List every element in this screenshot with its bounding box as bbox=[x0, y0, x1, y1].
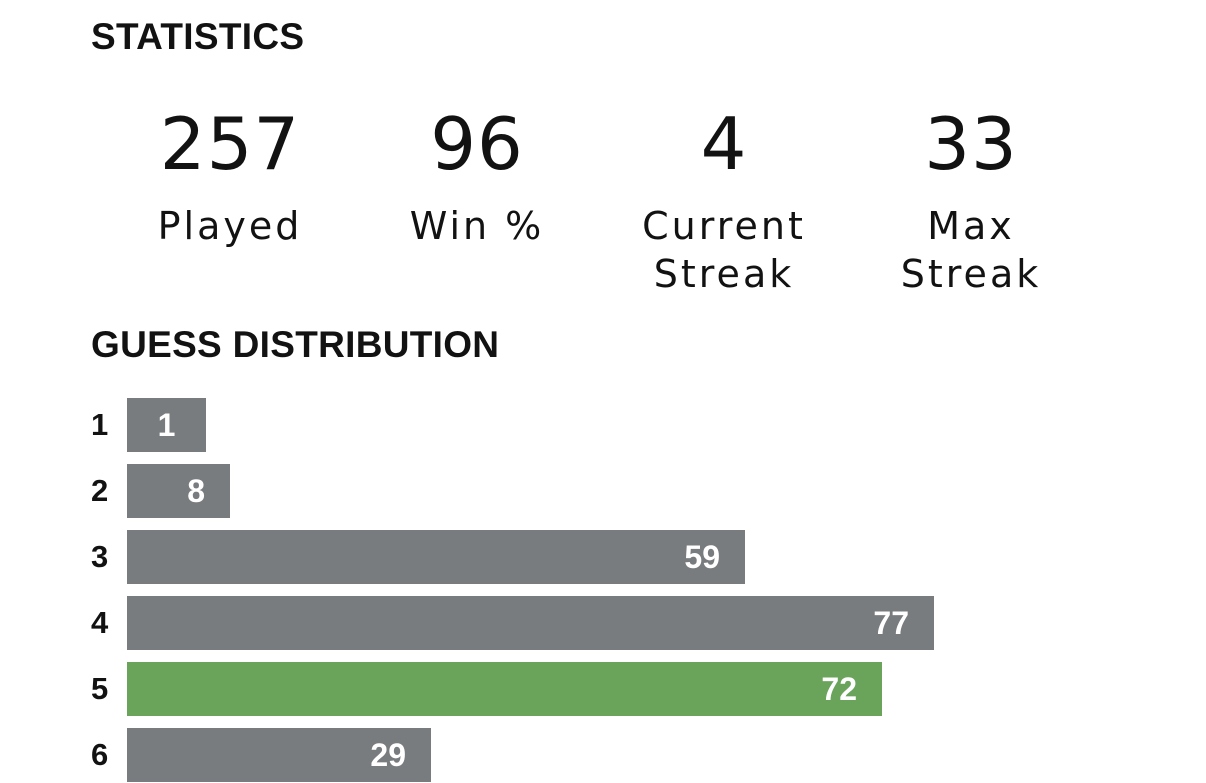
guess-number: 6 bbox=[91, 737, 109, 772]
guess-number: 4 bbox=[91, 605, 109, 640]
guess-number: 3 bbox=[91, 539, 109, 574]
stat-win-percent-label: Win % bbox=[409, 204, 545, 248]
guess-number: 2 bbox=[91, 473, 109, 508]
guess-number: 5 bbox=[91, 671, 109, 706]
guess-number: 1 bbox=[91, 407, 109, 442]
bar-count: 72 bbox=[821, 671, 857, 707]
stat-current-streak: 4 Current Streak bbox=[604, 106, 844, 298]
bar-count: 77 bbox=[873, 605, 909, 641]
stat-current-streak-value: 4 bbox=[700, 102, 748, 186]
stat-current-streak-label: Current Streak bbox=[642, 204, 806, 296]
distribution-row: 5 72 bbox=[91, 662, 1191, 716]
distribution-row: 1 1 bbox=[91, 398, 1191, 452]
distribution-bar: 1 bbox=[127, 398, 206, 452]
stat-win-percent: 96 Win % bbox=[357, 106, 597, 250]
stat-played: 257 Played bbox=[110, 106, 350, 250]
distribution-bar-highlighted: 72 bbox=[127, 662, 882, 716]
bar-count: 59 bbox=[684, 539, 720, 575]
bar-count: 8 bbox=[187, 473, 205, 509]
statistics-title: STATISTICS bbox=[91, 16, 305, 57]
stat-max-streak-value: 33 bbox=[924, 102, 1018, 186]
distribution-bar: 59 bbox=[127, 530, 745, 584]
distribution-row: 2 8 bbox=[91, 464, 1191, 518]
distribution-bar: 77 bbox=[127, 596, 934, 650]
distribution-bar: 8 bbox=[127, 464, 230, 518]
stat-played-label: Played bbox=[157, 204, 303, 248]
stat-max-streak: 33 Max Streak bbox=[851, 106, 1091, 298]
stat-played-value: 257 bbox=[159, 102, 301, 186]
stat-win-percent-value: 96 bbox=[430, 102, 524, 186]
distribution-row: 6 29 bbox=[91, 728, 1191, 782]
distribution-row: 3 59 bbox=[91, 530, 1191, 584]
bar-count: 29 bbox=[370, 737, 406, 773]
distribution-bar: 29 bbox=[127, 728, 431, 782]
stat-max-streak-label: Max Streak bbox=[900, 204, 1042, 296]
bar-count: 1 bbox=[157, 407, 176, 443]
distribution-row: 4 77 bbox=[91, 596, 1191, 650]
guess-distribution-title: GUESS DISTRIBUTION bbox=[91, 324, 500, 365]
